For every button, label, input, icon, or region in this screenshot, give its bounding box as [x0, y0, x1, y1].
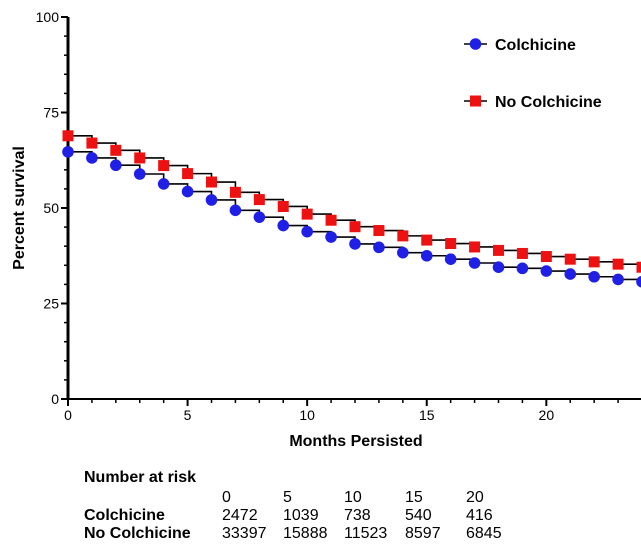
risk-value: 33397 [222, 525, 267, 542]
x-tick-label: 10 [299, 407, 315, 423]
risk-time-10: 10 [344, 489, 362, 506]
data-point [373, 225, 385, 237]
data-point [636, 276, 641, 288]
risk-value: 15888 [283, 525, 328, 542]
data-point [349, 221, 361, 233]
data-point [325, 231, 337, 243]
data-point [181, 185, 194, 198]
data-point [349, 238, 361, 250]
risk-table-row-no-colchicine: No Colchicine 33397 15888 11523 8597 684… [84, 525, 516, 543]
risk-row-label: No Colchicine [84, 525, 191, 542]
risk-value: 1039 [283, 507, 319, 524]
data-point [133, 168, 146, 180]
risk-time-20: 20 [466, 489, 484, 506]
data-point [277, 219, 290, 232]
data-point [301, 225, 313, 238]
data-point [229, 186, 241, 198]
risk-table: 0 5 10 15 20 Colchicine 2472 1039 738 54… [84, 489, 516, 543]
data-point [516, 247, 528, 259]
risk-table-title: Number at risk [84, 469, 197, 486]
data-point [564, 253, 576, 265]
data-point [588, 270, 600, 283]
series-layer [62, 17, 641, 288]
legend-label: No Colchicine [495, 94, 602, 111]
data-point [469, 241, 481, 253]
data-point [445, 238, 457, 250]
data-point [492, 261, 505, 274]
data-point [253, 194, 265, 206]
data-point [157, 178, 170, 190]
data-point [421, 234, 433, 246]
risk-table-times-row: 0 5 10 15 20 [84, 489, 516, 507]
data-point [540, 251, 552, 263]
data-point [325, 214, 337, 226]
data-point [612, 258, 624, 270]
data-point [206, 176, 217, 188]
data-point [516, 262, 529, 275]
y-tick-label: 25 [43, 296, 59, 312]
risk-table-row-colchicine: Colchicine 2472 1039 738 540 416 [84, 507, 516, 525]
risk-time-15: 15 [405, 489, 423, 506]
x-tick-label: 15 [419, 407, 435, 423]
legend-marker [469, 38, 482, 50]
data-point [444, 253, 457, 265]
data-point [62, 146, 74, 158]
data-point [110, 144, 122, 156]
data-point [86, 152, 98, 164]
risk-value: 11523 [344, 525, 388, 542]
data-point [277, 200, 289, 212]
risk-value: 8597 [405, 525, 441, 542]
data-point [397, 246, 409, 259]
data-point [373, 241, 385, 254]
risk-row-label: Colchicine [84, 507, 165, 524]
risk-value: 6845 [466, 525, 502, 542]
data-point [134, 152, 146, 164]
data-point [468, 257, 481, 269]
legend: Colchicine No Colchicine [464, 37, 602, 111]
data-point [158, 160, 170, 172]
data-point [301, 208, 313, 220]
survival-chart: 0 25 50 75 100 0 5 10 15 20 Colchicine No Colchici… [11, 9, 641, 450]
x-tick-label: 5 [184, 407, 192, 423]
data-point [182, 168, 194, 180]
data-point [229, 204, 242, 217]
data-point [62, 130, 74, 142]
data-point [588, 256, 600, 268]
y-tick-label: 50 [43, 200, 59, 216]
data-point [612, 273, 624, 286]
data-point [253, 211, 266, 223]
data-point [110, 159, 122, 172]
data-point [540, 265, 553, 277]
y-tick-label: 0 [51, 391, 59, 407]
legend-label: Colchicine [495, 37, 576, 54]
data-point [420, 249, 433, 262]
risk-value: 416 [466, 507, 493, 524]
risk-value: 738 [344, 507, 371, 524]
x-tick-label: 0 [64, 407, 72, 423]
data-point [564, 268, 577, 280]
risk-time-5: 5 [283, 489, 292, 506]
data-point [397, 230, 409, 242]
y-tick-label: 100 [36, 9, 60, 25]
series-colchicine [62, 17, 641, 288]
data-point [205, 194, 218, 206]
y-tick-label: 75 [43, 105, 59, 121]
data-point [636, 261, 641, 273]
risk-time-0: 0 [222, 489, 231, 506]
y-axis-label: Percent survival [11, 146, 28, 270]
risk-value: 540 [405, 507, 432, 524]
x-axis-label: Months Persisted [289, 433, 422, 450]
risk-value: 2472 [222, 507, 258, 524]
data-point [86, 137, 98, 149]
axes: 0 25 50 75 100 0 5 10 15 20 [36, 9, 641, 423]
risk-table-corner [84, 489, 222, 507]
data-point [493, 244, 504, 256]
series-no-colchicine [62, 17, 641, 273]
x-tick-label: 20 [539, 407, 555, 423]
legend-marker [470, 95, 481, 107]
